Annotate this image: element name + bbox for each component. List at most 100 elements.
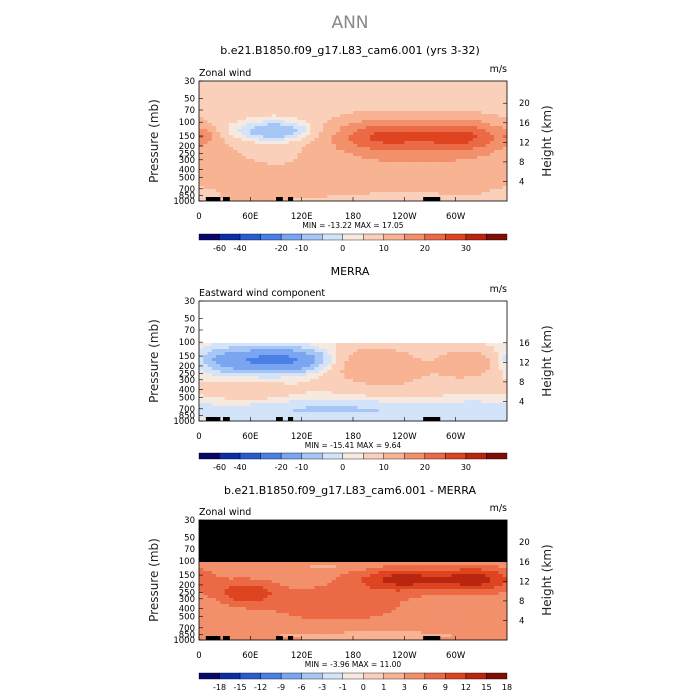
field-cell xyxy=(455,120,461,124)
field-cell xyxy=(276,102,281,106)
field-cell xyxy=(203,129,208,133)
field-cell xyxy=(280,346,285,350)
field-cell xyxy=(211,379,217,383)
field-cell xyxy=(421,355,427,359)
field-cell xyxy=(344,313,350,317)
field-cell xyxy=(314,111,320,115)
field-cell xyxy=(417,171,422,175)
field-cell xyxy=(216,343,221,347)
field-cell xyxy=(464,123,469,127)
field-cell xyxy=(361,156,367,160)
field-cell xyxy=(400,192,405,196)
field-cell xyxy=(447,198,452,202)
field-cell xyxy=(387,340,392,344)
field-cell xyxy=(323,90,328,94)
field-cell xyxy=(421,141,427,145)
field-cell xyxy=(263,126,268,130)
field-cell xyxy=(404,138,410,142)
field-cell xyxy=(293,114,298,118)
field-cell xyxy=(331,105,337,109)
field-cell xyxy=(365,376,371,380)
field-cell xyxy=(220,325,226,329)
field-cell xyxy=(365,102,371,106)
field-cell xyxy=(477,355,482,359)
field-cell xyxy=(353,346,358,350)
field-cell xyxy=(246,174,251,178)
colorbar-swatch xyxy=(465,233,487,241)
field-cell xyxy=(442,198,448,202)
field-cell xyxy=(241,358,247,362)
field-cell xyxy=(246,141,251,145)
field-cell xyxy=(485,93,491,97)
field-cell xyxy=(374,180,380,184)
field-cell xyxy=(442,346,448,350)
field-cell xyxy=(241,144,247,148)
field-cell xyxy=(276,186,281,190)
field-cell xyxy=(305,129,311,133)
field-cell xyxy=(442,117,448,121)
field-cell xyxy=(220,93,226,97)
field-cell xyxy=(434,174,439,178)
field-cell xyxy=(211,346,217,350)
field-cell xyxy=(430,370,435,374)
field-cell xyxy=(430,123,435,127)
field-cell xyxy=(344,307,350,311)
field-cell xyxy=(361,150,367,154)
field-cell xyxy=(314,316,320,320)
field-cell xyxy=(288,337,294,341)
field-cell xyxy=(280,192,285,196)
field-cell xyxy=(378,328,384,332)
field-cell xyxy=(370,102,375,106)
field-cell xyxy=(357,84,362,88)
field-cell xyxy=(455,90,461,94)
field-cell xyxy=(271,343,277,347)
field-cell xyxy=(241,325,247,329)
field-cell xyxy=(472,313,478,317)
field-cell xyxy=(498,162,504,166)
field-cell xyxy=(203,304,208,308)
field-cell xyxy=(293,174,298,178)
field-cell xyxy=(489,337,495,341)
field-cell xyxy=(442,331,448,335)
field-cell xyxy=(233,373,238,377)
field-cell xyxy=(237,102,243,106)
field-cell xyxy=(288,328,294,332)
field-cell xyxy=(216,144,221,148)
field-cell xyxy=(447,304,452,308)
field-cell xyxy=(271,352,277,356)
field-cell xyxy=(250,90,256,94)
field-cell xyxy=(451,352,457,356)
field-cell xyxy=(305,120,311,124)
field-cell xyxy=(323,343,328,347)
field-cell xyxy=(472,108,478,112)
field-cell xyxy=(498,105,504,109)
field-cell xyxy=(404,316,410,320)
field-cell xyxy=(263,108,268,112)
field-cell xyxy=(220,147,226,151)
field-cell xyxy=(494,171,499,175)
field-cell xyxy=(408,382,414,386)
field-cell xyxy=(211,159,217,163)
field-cell xyxy=(353,307,358,311)
field-cell xyxy=(378,168,384,172)
field-cell xyxy=(280,174,285,178)
field-cell xyxy=(481,322,487,326)
field-cell xyxy=(472,81,478,85)
field-cell xyxy=(254,165,260,169)
field-cell xyxy=(442,370,448,374)
field-cell xyxy=(378,195,384,199)
field-cell xyxy=(404,379,410,383)
field-cell xyxy=(216,96,221,100)
field-cell xyxy=(353,180,358,184)
field-cell xyxy=(301,159,307,163)
field-cell xyxy=(224,108,230,112)
field-cell xyxy=(241,328,247,332)
field-cell xyxy=(438,349,444,353)
field-cell xyxy=(477,171,482,175)
field-cell xyxy=(438,340,444,344)
field-cell xyxy=(472,126,478,130)
field-cell xyxy=(297,120,303,124)
field-cell xyxy=(361,192,367,196)
field-cell xyxy=(447,349,452,353)
field-cell xyxy=(280,183,285,187)
